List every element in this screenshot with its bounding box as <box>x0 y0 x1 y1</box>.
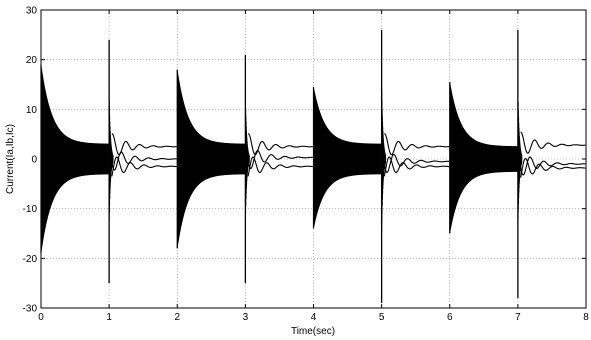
y-tick-labels: -30 -20 -10 0 10 20 30 <box>23 6 38 315</box>
oscillation-envelope <box>176 69 245 249</box>
x-tick-label: 0 <box>38 312 44 323</box>
switching-segment <box>449 81 518 234</box>
phase-current-line <box>383 153 450 174</box>
transient-burst <box>381 79 387 233</box>
tick-marks <box>40 9 587 309</box>
switching-segment <box>176 69 245 249</box>
phase-current-line <box>384 133 450 156</box>
phase-current-line <box>111 133 177 156</box>
x-tick-label: 3 <box>243 312 249 323</box>
y-tick-label: 20 <box>26 55 38 66</box>
switching-segment <box>244 54 313 284</box>
switching-segment <box>380 29 450 304</box>
phase-current-line <box>247 156 313 177</box>
x-tick-label: 5 <box>379 312 385 323</box>
y-tick-label: -10 <box>23 204 38 215</box>
phase-current-line <box>247 149 313 170</box>
switching-segment <box>517 29 586 299</box>
y-axis-label: Current(Ia,Ib,Ic) <box>5 124 16 194</box>
phase-current-line <box>383 156 450 177</box>
x-tick-label: 6 <box>447 312 453 323</box>
switching-segment <box>312 86 382 229</box>
phase-current-line <box>247 133 313 156</box>
oscillation-envelope <box>40 64 109 254</box>
phase-current-line <box>520 156 586 176</box>
x-tick-labels: 0 1 2 3 4 5 6 7 8 <box>38 312 589 323</box>
y-tick-label: -30 <box>23 304 38 315</box>
transient-burst <box>517 82 523 230</box>
x-axis-label: Time(sec) <box>291 326 335 337</box>
y-tick-label: 10 <box>26 105 38 116</box>
x-tick-label: 8 <box>583 312 589 323</box>
phase-current-line <box>111 151 177 171</box>
y-tick-label: 30 <box>26 6 38 17</box>
transient-burst <box>108 90 114 223</box>
y-tick-label: 0 <box>31 155 37 166</box>
oscillation-envelope <box>313 86 382 229</box>
oscillation-envelope <box>449 81 518 234</box>
phase-current-line <box>520 157 586 178</box>
x-tick-label: 1 <box>106 312 112 323</box>
x-tick-label: 4 <box>311 312 317 323</box>
current-signal <box>40 29 586 304</box>
x-tick-label: 2 <box>174 312 180 323</box>
switching-segment <box>108 39 177 284</box>
phase-current-line <box>520 131 586 154</box>
x-tick-label: 7 <box>515 312 521 323</box>
phase-current-line <box>111 156 177 177</box>
y-tick-label: -20 <box>23 254 38 265</box>
